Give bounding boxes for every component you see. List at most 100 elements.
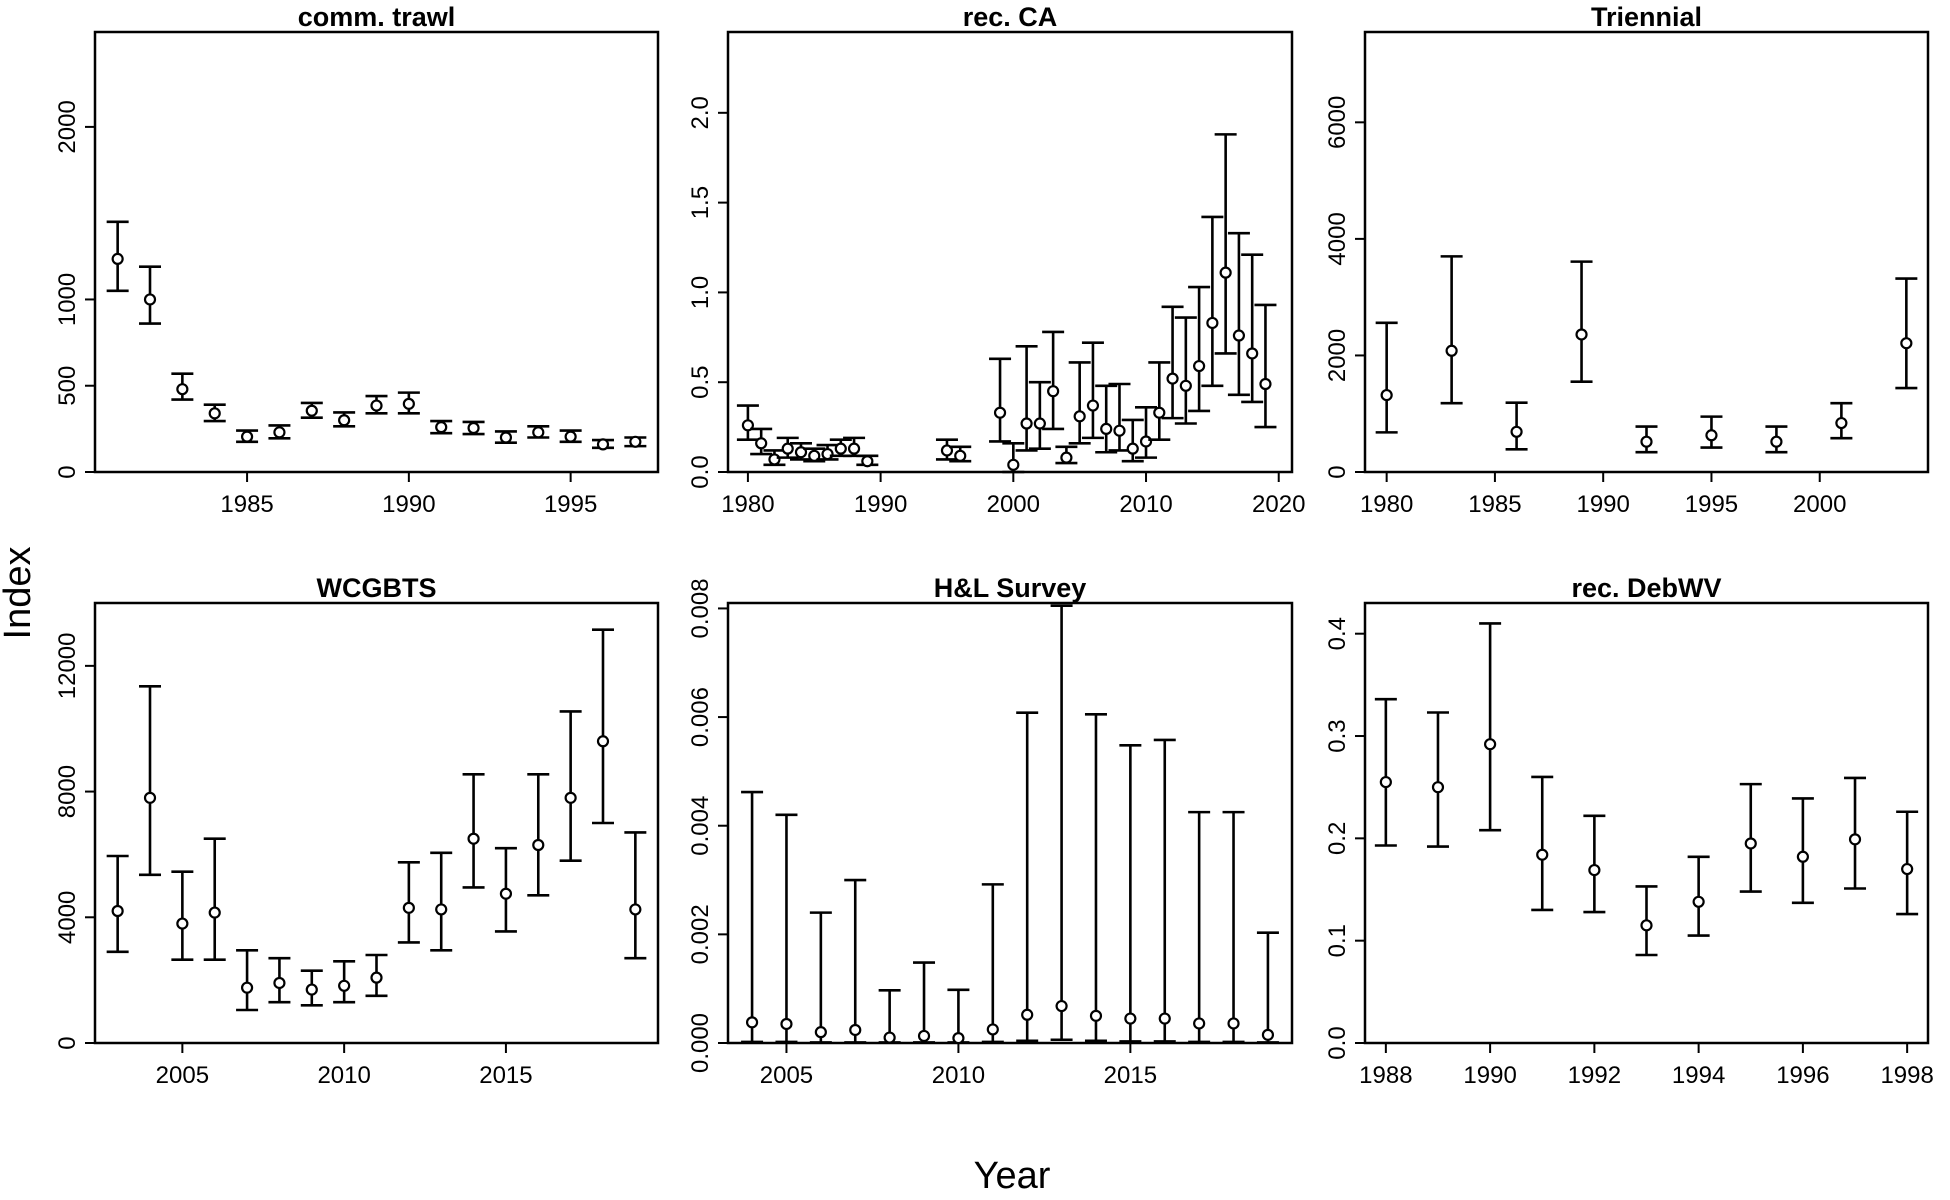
x-axis-label: Year — [974, 1155, 1051, 1197]
error-bar — [1108, 382, 1131, 452]
panel-title: comm. trawl — [298, 2, 456, 32]
data-point — [1484, 738, 1497, 751]
panel-2: rec. CA 1980 1990 2000 2010 2020 0.0 0.5 1.0 1.5 2… — [687, 2, 1305, 518]
y-tick-label: 0.1 — [1324, 924, 1351, 957]
y-tick-label: 0 — [1324, 465, 1351, 478]
error-bar — [1174, 316, 1197, 425]
error-bar — [203, 837, 226, 962]
data-point — [780, 1017, 793, 1031]
data-point — [499, 887, 513, 900]
error-bar — [1479, 622, 1502, 832]
data-point — [1431, 781, 1445, 794]
data-point — [1900, 337, 1913, 350]
x-tick-label: 2020 — [1252, 491, 1305, 518]
data-point — [986, 1023, 999, 1036]
error-bar — [1227, 231, 1250, 397]
x-tick-label: 1992 — [1568, 1062, 1621, 1089]
error-bar — [1844, 776, 1867, 890]
panel-title: WCGBTS — [317, 573, 437, 603]
data-point — [1640, 919, 1653, 932]
x-tick-label: 2010 — [317, 1062, 370, 1089]
data-point — [305, 404, 318, 417]
data-point — [1848, 833, 1862, 846]
data-point — [499, 431, 513, 444]
data-point — [1113, 424, 1126, 437]
data-point — [1021, 1008, 1034, 1021]
error-bar — [775, 813, 798, 1044]
y-tick-label: 0.3 — [1324, 719, 1351, 752]
y-tick-label: 1.0 — [687, 276, 714, 309]
data-point — [1047, 385, 1060, 398]
plot-frame — [1363, 601, 1930, 1045]
y-tick-label: 0.000 — [687, 1013, 714, 1073]
data-point — [629, 903, 642, 916]
error-bar — [1374, 697, 1397, 847]
data-point — [435, 903, 448, 916]
data-point — [1089, 1009, 1103, 1022]
data-point — [1588, 863, 1601, 877]
data-point — [1100, 422, 1113, 435]
data-point — [993, 406, 1007, 419]
y-tick-label: 4000 — [1324, 212, 1351, 265]
error-bar — [809, 911, 832, 1044]
data-point — [176, 917, 189, 930]
data-point — [564, 430, 577, 443]
x-tick-label: 2000 — [987, 491, 1040, 518]
error-bar — [559, 710, 582, 863]
x-tick-label: 2005 — [760, 1062, 813, 1089]
data-point — [1901, 862, 1914, 876]
data-point — [111, 252, 124, 266]
y-tick-label: 0 — [54, 465, 81, 478]
error-bar — [1016, 711, 1039, 1043]
error-bar — [527, 772, 550, 897]
error-bar — [171, 870, 194, 962]
data-point — [1206, 316, 1219, 330]
y-tick-label: 0.0 — [1324, 1026, 1351, 1059]
data-point — [1219, 266, 1232, 279]
y-tick-label: 2000 — [1324, 329, 1351, 382]
data-point — [143, 293, 157, 306]
data-point — [861, 455, 874, 468]
data-point — [143, 791, 157, 804]
error-bar — [1214, 133, 1237, 355]
error-bar — [236, 948, 259, 1012]
data-point — [1227, 1017, 1240, 1030]
error-bar — [913, 961, 936, 1044]
error-bar — [1135, 406, 1158, 459]
data-point — [1246, 347, 1259, 360]
x-tick-label: 2010 — [1119, 491, 1172, 518]
error-bar — [430, 851, 453, 952]
error-bar — [1440, 255, 1463, 405]
data-point — [1445, 344, 1458, 357]
data-point — [176, 383, 189, 396]
data-point — [1193, 1017, 1206, 1030]
data-point — [1259, 377, 1272, 391]
error-bar — [1084, 713, 1107, 1043]
error-bar — [1375, 321, 1398, 434]
data-point — [402, 901, 415, 914]
x-tick-label: 1985 — [220, 491, 273, 518]
data-point — [208, 407, 221, 420]
data-point — [1796, 850, 1809, 863]
plot-frame — [726, 601, 1294, 1045]
x-tick-label: 1994 — [1672, 1062, 1725, 1089]
error-bar — [1188, 285, 1211, 413]
data-point — [1193, 359, 1206, 373]
data-point — [917, 1029, 931, 1043]
data-point — [1380, 388, 1393, 402]
data-point — [1139, 435, 1153, 448]
y-tick-label: 2.0 — [687, 96, 714, 129]
y-tick-label: 0.0 — [687, 455, 714, 488]
data-point — [467, 832, 480, 845]
plot-frame — [93, 30, 660, 474]
error-bar — [1153, 738, 1176, 1043]
data-point — [1261, 1028, 1275, 1041]
error-bar — [624, 831, 647, 960]
data-point — [1073, 410, 1086, 423]
data-point — [1086, 399, 1100, 412]
x-tick-label: 1980 — [721, 491, 774, 518]
data-point — [1232, 329, 1246, 342]
data-point — [240, 430, 254, 443]
x-tick-label: 1980 — [1360, 491, 1413, 518]
